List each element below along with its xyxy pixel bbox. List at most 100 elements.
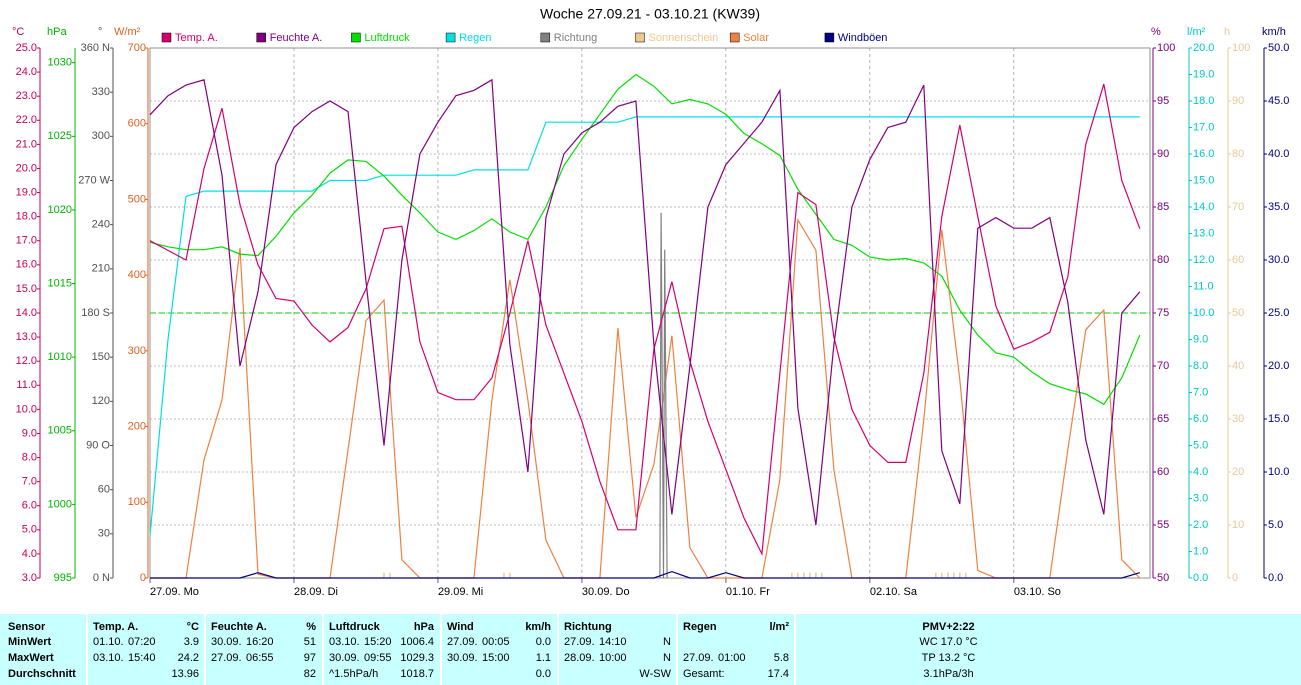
tick-label: 17.0	[1193, 121, 1214, 133]
table-text: N	[663, 652, 671, 664]
table-text: 17.4	[768, 668, 789, 680]
table-text: TP 13.2 °C	[922, 652, 976, 664]
tick-label: 20.0	[1193, 42, 1214, 54]
x-tick-label: 30.09. Do	[582, 586, 630, 598]
table-text: 0.0	[536, 636, 551, 648]
table-text: Luftdruck	[329, 621, 381, 633]
table-text: 1006.4	[400, 636, 434, 648]
tick-label: 80	[1232, 148, 1244, 160]
x-tick-label: 27.09. Mo	[150, 586, 199, 598]
axis-unit: l/m²	[1187, 26, 1206, 38]
legend-swatch	[351, 32, 361, 43]
table-text: 82	[304, 668, 316, 680]
table-text: Durchschnitt	[8, 668, 76, 680]
tick-label: 1020	[48, 204, 72, 216]
axis-unit: h	[1224, 26, 1230, 38]
tick-label: 20.0	[1268, 360, 1289, 372]
table-text: 28.09.	[564, 652, 595, 664]
tick-label: 60	[1157, 466, 1169, 478]
tick-label: 4.0	[22, 548, 37, 560]
table-text: °C	[187, 621, 199, 633]
tick-label: 30	[98, 528, 110, 540]
tick-label: 20.0	[16, 162, 37, 174]
tick-label: 50	[1232, 307, 1244, 319]
tick-label: 4.0	[1193, 466, 1208, 478]
tick-label: 1010	[48, 351, 72, 363]
table-text: 00:05	[482, 636, 510, 648]
tick-label: 100	[128, 496, 146, 508]
tick-label: 600	[128, 118, 146, 130]
tick-label: 9.0	[1193, 333, 1208, 345]
table-text: 27.09.	[447, 636, 478, 648]
tick-label: 1030	[48, 57, 72, 69]
tick-label: 5.0	[22, 524, 37, 536]
table-text: W-SW	[639, 668, 671, 680]
legend-swatch	[635, 32, 645, 43]
table-text: 15:40	[128, 652, 156, 664]
tick-label: 400	[128, 269, 146, 281]
tick-label: 100	[1232, 42, 1250, 54]
legend-swatch	[540, 32, 551, 43]
tick-label: 120	[92, 395, 110, 407]
table-text: 51	[304, 636, 316, 648]
tick-label: 22.0	[16, 114, 37, 126]
tick-label: 0	[140, 572, 146, 584]
series-line	[149, 116, 1140, 536]
tick-label: 18.0	[16, 211, 37, 223]
table-text: MaxWert	[8, 652, 54, 664]
table-text: 01.10.	[93, 636, 124, 648]
tick-label: 2.0	[1193, 519, 1208, 531]
legend-label: Solar	[743, 32, 769, 44]
table-text: 5.8	[774, 652, 789, 664]
series-line	[149, 78, 1141, 526]
tick-label: 6.0	[1193, 413, 1208, 425]
tick-label: 7.0	[1193, 386, 1208, 398]
legend-label: Windböen	[838, 32, 888, 44]
table-text: WC 17.0 °C	[919, 636, 977, 648]
series-line	[150, 570, 1140, 579]
tick-label: 25.0	[1268, 307, 1289, 319]
table-text: %	[306, 621, 316, 633]
tick-label: 15.0	[1268, 413, 1289, 425]
tick-label: 9.0	[22, 427, 37, 439]
legend-swatch	[824, 32, 835, 43]
tick-label: 0.0	[1193, 572, 1208, 584]
tick-label: 500	[128, 193, 146, 205]
tick-label: 1015	[48, 277, 72, 289]
table-background	[0, 612, 1301, 685]
tick-label: 13.0	[16, 331, 37, 343]
tick-label: 30	[1232, 413, 1244, 425]
table-text: 01:00	[718, 652, 746, 664]
tick-label: 70	[1157, 360, 1169, 372]
table-text: PMV+2:22	[922, 621, 974, 633]
tick-label: 23.0	[16, 90, 37, 102]
legend-label: Regen	[459, 32, 491, 44]
legend-label: Temp. A.	[175, 32, 218, 44]
tick-label: 55	[1157, 519, 1169, 531]
tick-label: 0.0	[1268, 572, 1283, 584]
chart-title: Woche 27.09.21 - 03.10.21 (KW39)	[540, 6, 760, 22]
tick-label: 15.0	[1193, 174, 1214, 186]
tick-label: 25.0	[16, 42, 37, 54]
legend-swatch	[161, 32, 172, 43]
tick-label: 1.0	[1193, 545, 1208, 557]
tick-label: 8.0	[22, 451, 37, 463]
tick-label: 13.0	[1193, 227, 1214, 239]
tick-label: 300	[128, 345, 146, 357]
legend-label: Feuchte A.	[270, 32, 323, 44]
tick-label: 20	[1232, 466, 1244, 478]
legend-swatch	[256, 32, 266, 43]
tick-label: 8.0	[1193, 360, 1208, 372]
legend-swatch	[445, 32, 456, 43]
legend-label: Sonnenschein	[649, 32, 719, 44]
table-text: Temp. A.	[93, 621, 138, 633]
table-text: 03.10.	[329, 636, 360, 648]
x-tick-label: 01.10. Fr	[726, 586, 770, 598]
tick-label: 3.0	[22, 572, 37, 584]
tick-label: 300	[92, 130, 110, 142]
table-text: 24.2	[178, 652, 199, 664]
tick-label: 90 O	[86, 439, 110, 451]
table-text: 10:00	[599, 652, 627, 664]
table-text: 03.10.	[93, 652, 124, 664]
